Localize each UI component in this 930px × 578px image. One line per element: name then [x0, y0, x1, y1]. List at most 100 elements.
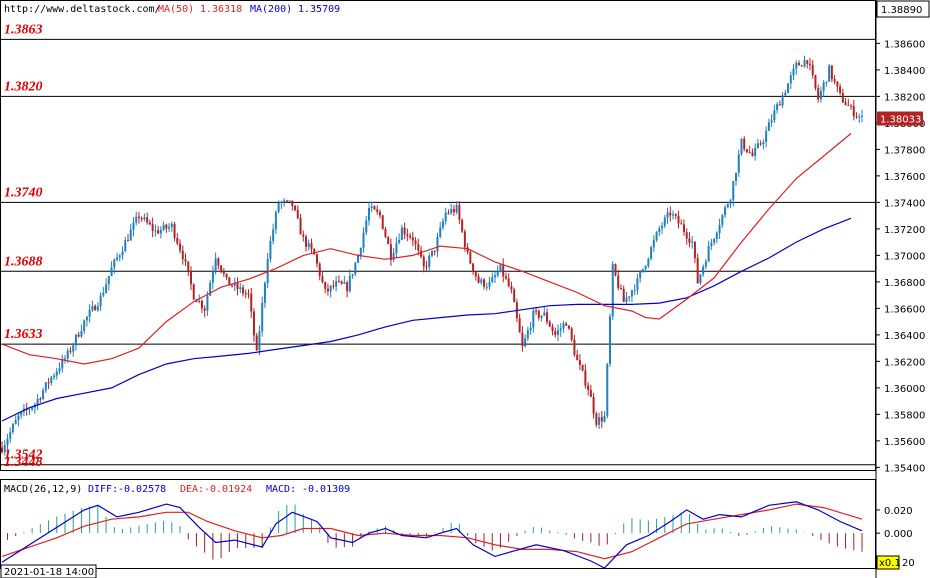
candle-body: [74, 334, 77, 346]
price-tick-label: 1.37600: [884, 172, 925, 183]
candle-body: [368, 207, 371, 221]
candle-body: [255, 335, 258, 351]
candle-body: [239, 287, 242, 290]
candle-body: [833, 79, 836, 82]
candle-body: [765, 130, 768, 143]
ma200-line: [1, 217, 852, 422]
candle-body: [332, 285, 335, 287]
macd-diff-line: [1, 501, 863, 569]
current-price-label: 1.38033: [880, 115, 921, 126]
candle-body: [315, 254, 318, 264]
candle-body: [644, 265, 647, 269]
candle-body: [518, 318, 521, 333]
candle-body: [699, 274, 702, 284]
candle-body: [214, 258, 217, 272]
candle-body: [258, 331, 261, 351]
candle-body: [220, 265, 223, 272]
candle-body: [192, 284, 195, 300]
candle-body: [622, 288, 625, 302]
candle-body: [499, 264, 502, 272]
site-url[interactable]: http://www.deltastock.com/: [4, 4, 161, 15]
macd-name: MACD(26,12,9): [4, 484, 82, 495]
candle-body: [773, 110, 776, 121]
candle-body: [222, 271, 225, 274]
candle-body: [828, 65, 831, 82]
candle-body: [444, 212, 447, 222]
candle-body: [409, 235, 412, 238]
candle-body: [321, 276, 324, 282]
candle-body: [587, 385, 590, 390]
candle-body: [861, 115, 863, 117]
candle-body: [822, 82, 825, 91]
candle-body: [513, 289, 516, 303]
candle-body: [707, 245, 710, 262]
candle-body: [31, 407, 34, 410]
candle-body: [346, 282, 349, 292]
candle-body: [165, 224, 168, 229]
candle-body: [88, 310, 91, 317]
candle-body: [72, 345, 75, 352]
price-tick-label: 1.35800: [884, 410, 925, 421]
ma50-value: 1.36318: [200, 4, 242, 15]
candle-body: [288, 200, 291, 202]
candle-body: [825, 81, 828, 83]
candle-body: [546, 312, 549, 322]
candle-body: [510, 286, 513, 290]
candle-body: [669, 212, 672, 216]
candle-body: [392, 252, 395, 260]
candle-body: [414, 240, 417, 245]
candle-body: [105, 284, 108, 293]
candle-body: [236, 282, 239, 290]
candle-body: [636, 278, 639, 291]
candle-body: [124, 240, 127, 252]
candle-body: [677, 215, 680, 224]
candle-body: [715, 233, 718, 239]
candle-body: [493, 275, 496, 278]
macd-diff-label: DIFF:: [88, 484, 118, 495]
candle-body: [381, 215, 384, 230]
candle-body: [80, 331, 83, 337]
candle-body: [617, 275, 620, 289]
price-tick-label: 1.38200: [884, 92, 925, 103]
candle-body: [351, 274, 354, 276]
candle-body: [335, 281, 338, 287]
support-resistance-levels: 1.3863 1.3820 1.3740 1.3688 1.3633 1.35421.34…: [1, 22, 876, 470]
ma200-value: 1.35709: [298, 4, 340, 15]
candle-body: [96, 306, 99, 311]
candle-body: [154, 230, 157, 232]
candle-body: [296, 209, 299, 219]
candle-body: [263, 282, 266, 303]
candle-body: [811, 64, 814, 76]
multiplier-tail: 20: [902, 558, 915, 569]
candle-body: [718, 225, 721, 234]
candle-body: [42, 390, 45, 400]
candle-body: [458, 204, 461, 220]
candle-body: [44, 382, 47, 391]
candle-body: [20, 411, 23, 416]
ma50-line: [1, 133, 852, 365]
footer-datetime: 2021-01-18 14:00: [4, 567, 94, 578]
candle-body: [14, 420, 17, 425]
candle-body: [551, 326, 554, 332]
candle-body: [817, 87, 820, 100]
candle-body: [36, 398, 39, 405]
candle-body: [85, 316, 88, 321]
candle-body: [431, 250, 433, 256]
candle-body: [225, 273, 228, 278]
candle-body: [398, 240, 401, 244]
candle-body: [94, 305, 97, 311]
candle-body: [157, 230, 160, 234]
candle-body: [91, 305, 94, 311]
candle-body: [685, 232, 688, 239]
candle-body: [450, 209, 453, 214]
candle-body: [830, 65, 833, 80]
candle-body: [543, 312, 546, 316]
price-tick-label: 1.36800: [884, 278, 925, 289]
candle-body: [211, 271, 214, 283]
candle-body: [532, 310, 535, 328]
candle-body: [47, 382, 50, 384]
top-price-label: 1.38890: [881, 5, 922, 16]
candle-body: [721, 215, 724, 226]
candle-body: [691, 241, 694, 243]
